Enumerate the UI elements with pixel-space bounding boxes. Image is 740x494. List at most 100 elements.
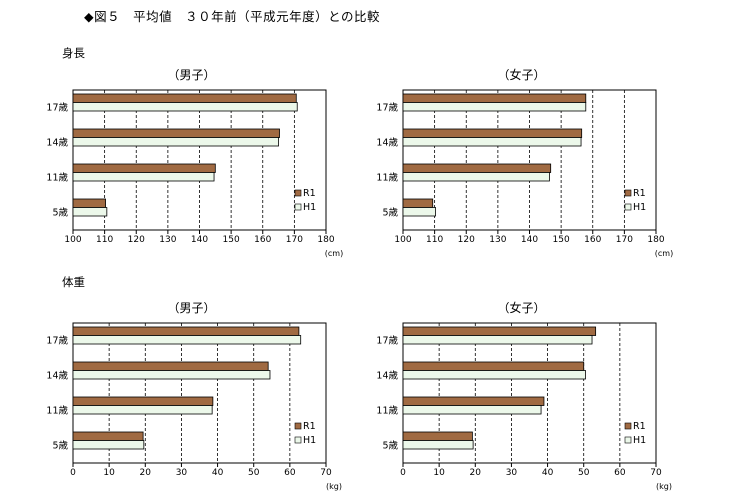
legend-label-r1: R1 — [633, 421, 646, 432]
x-tick-label: 10 — [103, 468, 115, 478]
x-tick-label: 180 — [647, 235, 664, 245]
x-tick-label: 120 — [458, 235, 475, 245]
bar-r1 — [72, 128, 280, 138]
bar-h1 — [72, 440, 145, 450]
x-tick-label: 50 — [578, 468, 590, 478]
legend-label-r1: R1 — [303, 421, 316, 432]
bar-r1 — [402, 396, 545, 406]
category-label: 5歳 — [52, 440, 68, 452]
bar-r1 — [72, 198, 106, 208]
legend-swatch-r1 — [624, 422, 632, 430]
bar-h1 — [72, 335, 302, 345]
legend-swatch-r1 — [294, 189, 302, 197]
bar-h1 — [72, 137, 279, 147]
legend-swatch-h1 — [624, 436, 632, 444]
category-label: 17歳 — [46, 335, 68, 347]
chart-title: （男子） — [167, 68, 215, 82]
x-tick-label: 40 — [212, 468, 224, 478]
weight-female-chart: （女子） 0 10 20 30 40 50 60 70 (kg) 17歳 14歳 11歳 5歳 R1 H1 — [376, 300, 672, 491]
x-tick-label: 0 — [70, 468, 76, 478]
category-label: 17歳 — [376, 102, 398, 114]
x-tick-label: 170 — [616, 235, 633, 245]
x-tick-label: 10 — [433, 468, 445, 478]
bar-r1 — [402, 431, 473, 441]
bar-h1 — [402, 405, 542, 415]
x-tick-label: 30 — [506, 468, 518, 478]
plot-area — [402, 322, 657, 464]
x-tick-label: 60 — [614, 468, 626, 478]
x-tick-label: 60 — [284, 468, 296, 478]
legend-label-h1: H1 — [633, 202, 646, 213]
x-tick-label: 30 — [176, 468, 188, 478]
bar-h1 — [72, 172, 215, 182]
x-tick-label: 70 — [650, 468, 662, 478]
bar-h1 — [72, 207, 108, 217]
x-tick-label: 180 — [317, 235, 334, 245]
category-label: 17歳 — [46, 102, 68, 114]
legend-label-h1: H1 — [303, 435, 316, 446]
page-title: ◆図５ 平均値 ３０年前（平成元年度）との比較 — [84, 9, 380, 24]
x-tick-label: 20 — [140, 468, 152, 478]
legend-label-r1: R1 — [633, 188, 646, 199]
bar-r1 — [72, 396, 214, 406]
category-label: 14歳 — [46, 370, 68, 382]
chart-title: （男子） — [167, 301, 215, 315]
category-label: 14歳 — [46, 137, 68, 149]
x-tick-label: 20 — [470, 468, 482, 478]
bar-r1 — [72, 326, 300, 336]
bar-r1 — [402, 163, 552, 173]
category-label: 17歳 — [376, 335, 398, 347]
x-tick-label: 0 — [400, 468, 406, 478]
legend-label-h1: H1 — [303, 202, 316, 213]
unit-label: (kg) — [656, 482, 672, 491]
category-label: 14歳 — [376, 137, 398, 149]
x-tick-label: 50 — [248, 468, 260, 478]
unit-label: (cm) — [325, 249, 343, 258]
weight-male-chart: （男子） 0 10 20 30 40 50 60 70 (kg) 17歳 14歳 11歳 5歳 R1 H1 — [46, 301, 342, 491]
bar-h1 — [72, 102, 298, 112]
bar-r1 — [72, 93, 297, 103]
x-tick-label: 70 — [320, 468, 332, 478]
bar-r1 — [402, 198, 434, 208]
unit-label: (cm) — [655, 249, 673, 258]
x-tick-label: 160 — [254, 235, 271, 245]
x-tick-label: 40 — [542, 468, 554, 478]
x-tick-label: 120 — [128, 235, 145, 245]
x-tick-label: 110 — [96, 235, 113, 245]
x-tick-label: 130 — [159, 235, 176, 245]
unit-label: (kg) — [326, 482, 342, 491]
x-tick-label: 100 — [64, 235, 81, 245]
bar-h1 — [72, 370, 271, 380]
bar-r1 — [402, 361, 585, 371]
weight-section-label: 体重 — [62, 275, 85, 289]
plot-area — [72, 322, 327, 464]
legend-label-r1: R1 — [303, 188, 316, 199]
x-tick-label: 130 — [489, 235, 506, 245]
bar-h1 — [402, 370, 586, 380]
bar-h1 — [72, 405, 213, 415]
x-tick-label: 140 — [521, 235, 538, 245]
category-label: 14歳 — [376, 370, 398, 382]
category-label: 11歳 — [46, 172, 68, 184]
category-label: 5歳 — [382, 440, 398, 452]
legend-swatch-h1 — [294, 436, 302, 444]
category-label: 5歳 — [52, 207, 68, 219]
bar-r1 — [72, 163, 216, 173]
category-label: 11歳 — [376, 172, 398, 184]
category-label: 5歳 — [382, 207, 398, 219]
bar-r1 — [72, 431, 144, 441]
bar-r1 — [402, 93, 587, 103]
x-tick-label: 140 — [191, 235, 208, 245]
category-label: 11歳 — [46, 405, 68, 417]
chart-title: （女子） — [497, 67, 545, 82]
bar-h1 — [402, 207, 436, 217]
bar-r1 — [72, 361, 269, 371]
bar-h1 — [402, 137, 582, 147]
x-tick-label: 150 — [223, 235, 240, 245]
legend-swatch-r1 — [294, 422, 302, 430]
x-tick-label: 110 — [426, 235, 443, 245]
bar-h1 — [402, 102, 587, 112]
height-female-chart: （女子） 100 110 120 130 140 150 160 170 180 (cm) 17歳 14… — [376, 67, 673, 258]
height-male-chart: （男子） 100 110 120 130 140 150 160 170 180 (cm) 17歳 14… — [46, 68, 343, 258]
legend-swatch-h1 — [624, 203, 632, 211]
